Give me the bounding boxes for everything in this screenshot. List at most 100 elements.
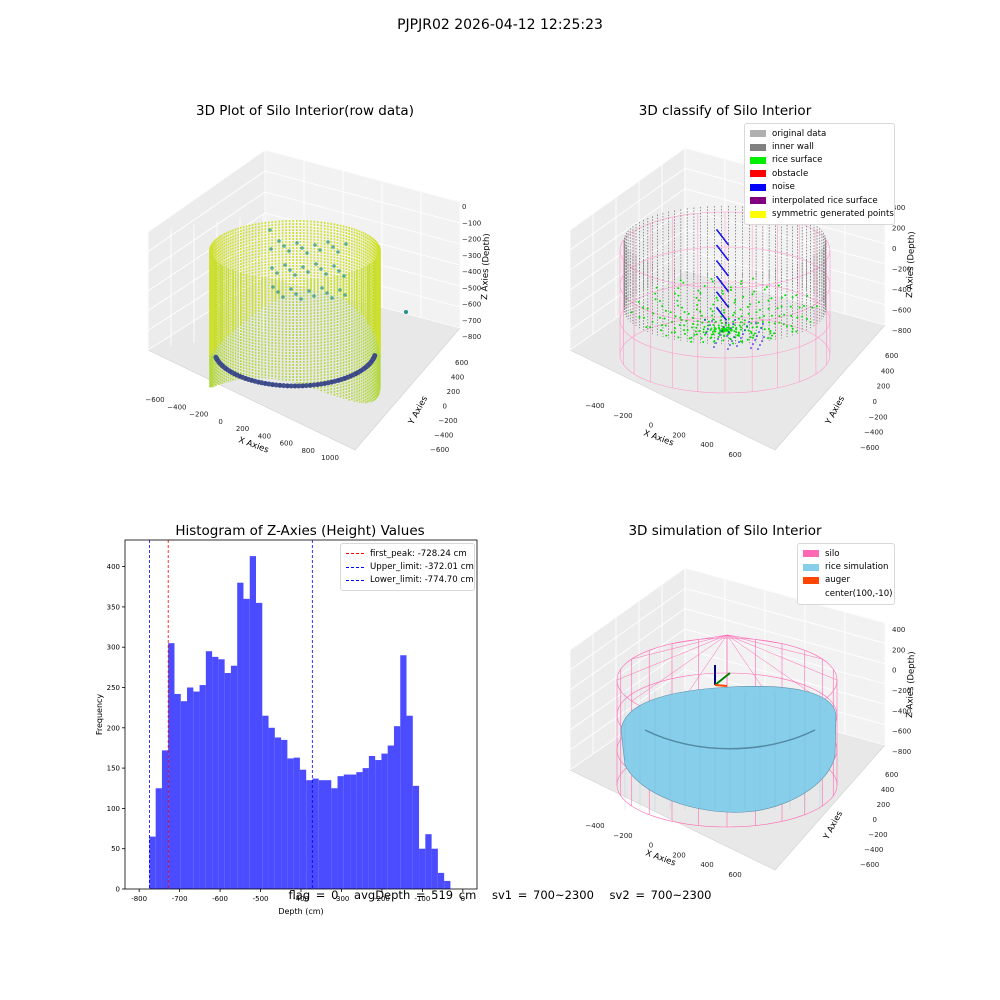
rice-point: [751, 293, 754, 296]
grid-line: [147, 149, 266, 233]
rice-point: [732, 314, 735, 317]
y-tick-label: 400: [881, 367, 894, 375]
noise-point: [717, 338, 719, 340]
rice-point: [714, 327, 717, 330]
sv1-text: sv1 = 700~2300: [491, 888, 594, 902]
auger-axis: [714, 672, 731, 686]
rice-point: [683, 324, 686, 327]
x-tick-label: −200: [613, 832, 632, 840]
legend-item: noise: [750, 181, 889, 194]
data-point: [342, 274, 346, 278]
z-tick-label: 200: [892, 225, 905, 233]
noise-point: [721, 266, 723, 269]
x-tick-label: -700: [172, 895, 188, 903]
rice-point: [729, 288, 732, 291]
noise-point: [731, 340, 733, 342]
rice-point: [728, 327, 731, 330]
data-point: [268, 228, 272, 232]
noise-point: [717, 261, 719, 264]
histogram-bar: [318, 780, 325, 889]
rice-point: [780, 296, 783, 299]
rice-point: [646, 307, 649, 310]
noise-point: [727, 348, 729, 350]
data-point: [307, 289, 311, 293]
rice-point: [717, 326, 720, 329]
rice-point: [770, 297, 773, 300]
data-point: [277, 239, 281, 243]
histogram-bar: [387, 745, 394, 889]
rice-point: [768, 321, 771, 324]
rice-point: [737, 317, 740, 320]
grid-line: [569, 587, 686, 671]
classify-3d-plot: −400−2000200400600−600−400−2000200400600…: [569, 147, 917, 459]
x-tick-label: 0: [649, 422, 653, 430]
rice-point: [750, 332, 753, 335]
rice-point: [696, 303, 699, 306]
rice-point: [677, 336, 680, 339]
noise-point: [758, 331, 760, 333]
rice-point: [738, 324, 741, 327]
rice-point: [679, 279, 682, 282]
data-point: [284, 383, 290, 389]
rice-point: [732, 320, 735, 323]
legend-label: first_peak: -728.24 cm: [370, 548, 467, 559]
histogram-bar: [268, 727, 275, 889]
rice-point: [729, 329, 732, 332]
rice-point: [698, 330, 701, 333]
data-point: [271, 285, 275, 289]
noise-point: [719, 233, 721, 235]
rice-point: [733, 323, 736, 326]
noise-point: [727, 305, 729, 308]
rice-point: [630, 311, 633, 314]
z-tick-label: −300: [462, 252, 481, 260]
x-tick-label: 1000: [321, 454, 339, 462]
noise-point: [717, 308, 719, 311]
noise-point: [723, 253, 725, 256]
noise-point: [756, 335, 758, 337]
noise-point: [727, 290, 729, 292]
rice-point: [637, 300, 640, 303]
noise-point: [724, 301, 726, 304]
y-axis-label: Y Axies: [823, 394, 847, 427]
noise-point: [730, 327, 732, 329]
rice-point: [709, 329, 712, 332]
noise-point: [755, 322, 757, 324]
noise-point: [752, 343, 754, 345]
rice-point: [713, 326, 716, 329]
data-point: [311, 382, 317, 388]
noise-point: [733, 336, 735, 338]
rice-point: [682, 329, 685, 332]
x-tick-label: 400: [700, 861, 713, 869]
simulation-plot-title: 3D simulation of Silo Interior: [628, 523, 822, 539]
rice-point: [721, 292, 724, 295]
z-tick-label: 0: [462, 203, 466, 211]
x-tick-label: 0: [649, 842, 653, 850]
rice-point: [703, 325, 706, 328]
legend-item: Upper_limit: -372.01 cm: [346, 560, 474, 573]
rice-point: [757, 301, 760, 304]
rice-point: [724, 329, 726, 331]
data-point: [289, 287, 293, 291]
rice-point: [761, 320, 764, 323]
rice-point: [758, 316, 761, 319]
legend-item: obstacle: [750, 167, 889, 180]
grid-line: [264, 149, 461, 203]
y-tick-label: −200: [438, 417, 457, 425]
data-point: [315, 382, 321, 388]
rice-point: [734, 336, 737, 339]
noise-point: [721, 251, 723, 254]
rice-point: [798, 306, 801, 309]
noise-point: [725, 322, 727, 324]
rice-point: [641, 306, 644, 309]
rice-point: [697, 299, 700, 302]
rice-point: [703, 284, 706, 287]
rice-point: [727, 323, 730, 326]
histogram-bar: [337, 776, 344, 889]
noise-point: [726, 273, 728, 276]
noise-point: [718, 231, 720, 234]
x-tick-label: 600: [728, 451, 741, 459]
data-point: [276, 290, 280, 294]
y-tick-label: 200: [447, 388, 460, 396]
x-tick-label: −400: [585, 822, 604, 830]
rice-point: [693, 333, 696, 336]
